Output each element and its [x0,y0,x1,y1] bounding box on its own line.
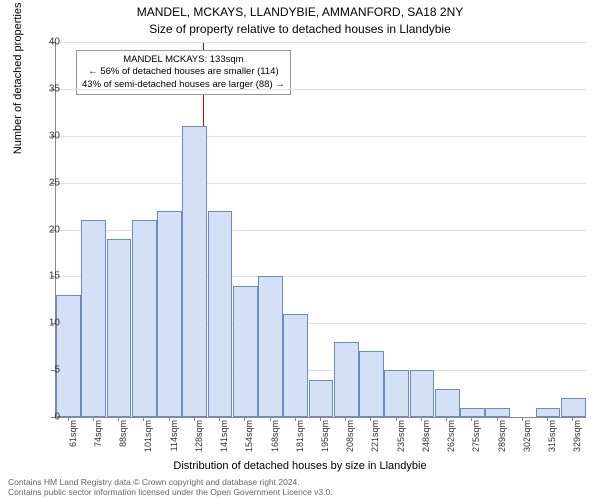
histogram-bar [283,314,308,417]
histogram-bar [258,276,283,417]
x-tick-label: 74sqm [93,420,103,460]
histogram-bar [561,398,586,417]
y-tick-label: 10 [49,318,60,329]
x-tick-label: 248sqm [421,420,431,460]
y-tick-label: 40 [49,37,60,48]
y-tick-label: 5 [54,365,60,376]
histogram-bar [309,380,334,418]
y-tick-label: 35 [49,83,60,94]
histogram-bar [157,211,182,417]
histogram-bar [208,211,233,417]
histogram-bar [107,239,132,417]
x-tick-label: 235sqm [396,420,406,460]
y-tick-label: 0 [54,412,60,423]
x-tick-label: 141sqm [219,420,229,460]
gridline [56,136,586,137]
histogram-bar [435,389,460,417]
footer-line2: Contains public sector information licen… [8,487,333,497]
x-tick-label: 289sqm [497,420,507,460]
histogram-bar [410,370,435,417]
x-tick-label: 275sqm [471,420,481,460]
plot-area: MANDEL MCKAYS: 133sqm ← 56% of detached … [55,42,586,418]
histogram-bar [233,286,258,417]
x-tick-label: 181sqm [295,420,305,460]
x-tick-label: 114sqm [169,420,179,460]
gridline [56,183,586,184]
y-tick-label: 25 [49,177,60,188]
histogram-bar [536,408,561,417]
footer-line1: Contains HM Land Registry data © Crown c… [8,477,333,487]
x-tick-label: 315sqm [547,420,557,460]
gridline [56,89,586,90]
x-tick-label: 61sqm [68,420,78,460]
histogram-bar [132,220,157,417]
histogram-bar [460,408,485,417]
chart-title-address: MANDEL, MCKAYS, LLANDYBIE, AMMANFORD, SA… [0,5,600,19]
x-tick-label: 329sqm [572,420,582,460]
x-tick-label: 168sqm [270,420,280,460]
x-tick-label: 221sqm [370,420,380,460]
footer-attribution: Contains HM Land Registry data © Crown c… [8,477,333,497]
y-tick-label: 15 [49,271,60,282]
x-tick-label: 302sqm [522,420,532,460]
histogram-bar [81,220,106,417]
histogram-bar [56,295,81,417]
x-tick-label: 101sqm [143,420,153,460]
x-axis-label: Distribution of detached houses by size … [0,460,600,472]
annotation-line2: ← 56% of detached houses are smaller (11… [82,66,285,78]
x-tick-label: 195sqm [320,420,330,460]
histogram-bar [334,342,359,417]
y-axis-label: Number of detached properties [12,3,24,155]
histogram-bar [384,370,409,417]
y-tick-label: 20 [49,224,60,235]
x-tick-label: 154sqm [244,420,254,460]
gridline [56,42,586,43]
x-tick-label: 208sqm [345,420,355,460]
histogram-bar [485,408,510,417]
histogram-bar [182,126,207,417]
chart-subtitle: Size of property relative to detached ho… [0,22,600,36]
x-tick-label: 128sqm [194,420,204,460]
histogram-bar [359,351,384,417]
x-tick-label: 88sqm [118,420,128,460]
x-tick-label: 262sqm [446,420,456,460]
annotation-line1: MANDEL MCKAYS: 133sqm [82,54,285,66]
y-tick-label: 30 [49,130,60,141]
